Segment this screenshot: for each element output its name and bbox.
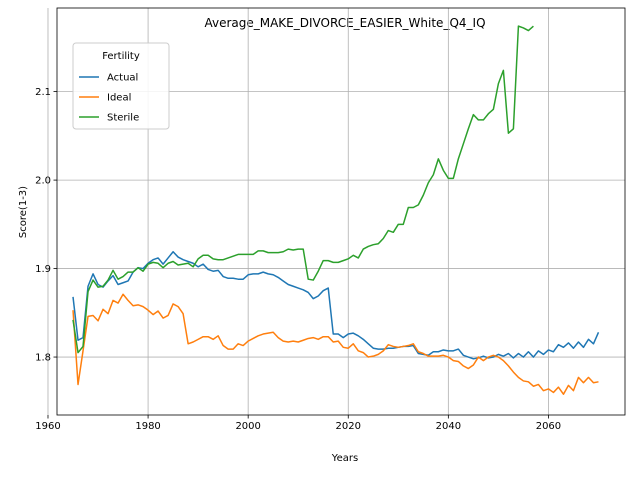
- y-tick-label: 1.9: [35, 264, 51, 275]
- chart-title: Average_MAKE_DIVORCE_EASIER_White_Q4_IQ: [204, 16, 485, 30]
- legend-items: Actual Ideal Sterile: [79, 73, 139, 124]
- grid-lines: [47, 8, 625, 415]
- x-tick-label: 2040: [436, 421, 461, 432]
- legend-label-sterile: Sterile: [107, 113, 139, 124]
- legend-label-actual: Actual: [107, 73, 138, 84]
- series-line-actual: [72, 251, 600, 360]
- x-axis-label: Years: [331, 453, 358, 464]
- series-lines: [72, 25, 600, 395]
- axis-ticks: 1960 1980 2000 2020 2040 2060 1.8 1.9 2.0 2.1: [35, 87, 561, 432]
- x-tick-label: 2000: [235, 421, 260, 432]
- y-tick-label: 1.8: [35, 353, 51, 364]
- x-tick-label: 1960: [35, 421, 60, 432]
- legend-frame: [72, 42, 170, 130]
- legend-title: Fertility: [102, 51, 140, 62]
- y-axis-label: Score(1-3): [18, 186, 29, 238]
- legend-label-ideal: Ideal: [107, 93, 131, 104]
- y-tick-label: 2.1: [35, 87, 51, 98]
- series-line-ideal: [72, 293, 599, 395]
- series-line-sterile: [72, 25, 534, 354]
- plot-area-frame: [56, 7, 626, 416]
- x-tick-label: 2060: [536, 421, 561, 432]
- x-tick-label: 1980: [135, 421, 160, 432]
- legend: Fertility Actual Ideal Sterile: [72, 42, 170, 130]
- x-tick-label: 2020: [336, 421, 361, 432]
- y-tick-label: 2.0: [35, 176, 51, 187]
